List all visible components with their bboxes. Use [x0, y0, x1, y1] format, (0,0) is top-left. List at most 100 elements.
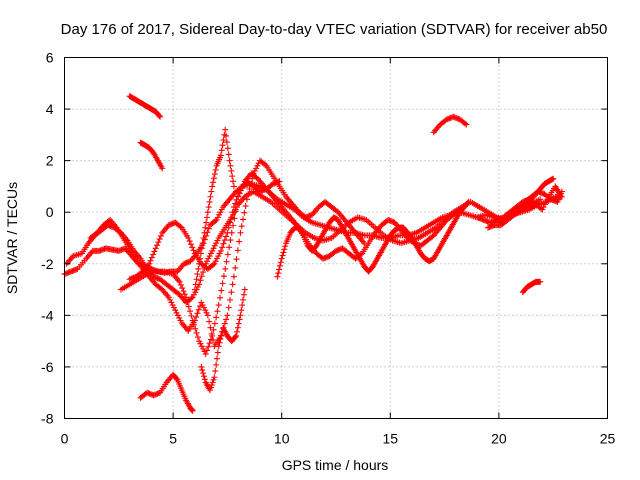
x-tick-labels: 0 5 10 15 20 25 [61, 431, 616, 447]
data-point [207, 387, 214, 394]
data-point [207, 384, 214, 391]
y-tick-label: 2 [46, 153, 54, 169]
data-point [234, 193, 241, 200]
data-point [222, 265, 229, 272]
data-point [225, 304, 232, 311]
data-point [211, 374, 218, 381]
y-tick-label: 6 [46, 50, 54, 66]
data-point [223, 139, 230, 146]
data-point [227, 162, 234, 169]
data-point [210, 261, 217, 268]
data-point [276, 262, 283, 269]
data-point [147, 257, 154, 264]
data-point [238, 223, 245, 230]
series-track-15 [198, 286, 248, 394]
data-point [245, 191, 252, 198]
y-tick-label: -6 [41, 359, 54, 375]
data-point [194, 271, 201, 278]
data-point [214, 349, 221, 356]
data-point [217, 294, 224, 301]
data-point [232, 264, 239, 271]
data-point [188, 295, 195, 302]
data-point [207, 193, 214, 200]
series-track-9 [495, 188, 565, 226]
data-point [200, 235, 207, 241]
data-point [249, 175, 256, 182]
data-point [218, 287, 225, 294]
data-point [233, 332, 240, 339]
data-point [197, 303, 204, 310]
data-point [156, 112, 163, 119]
data-point [213, 216, 220, 223]
data-point [202, 224, 209, 231]
data-point [223, 258, 230, 265]
chart-title: Day 176 of 2017, Sidereal Day-to-day VTE… [61, 21, 608, 38]
data-point [224, 145, 231, 152]
data-point [539, 206, 546, 213]
x-tick-label: 15 [383, 431, 399, 447]
data-point [537, 196, 544, 203]
data-point [543, 198, 550, 205]
data-point [541, 201, 548, 208]
data-point [236, 238, 243, 245]
y-tick-label: 0 [46, 204, 54, 220]
data-point [239, 302, 246, 309]
y-tick-label: -4 [41, 307, 54, 323]
data-point [212, 368, 219, 375]
data-point [203, 258, 210, 265]
data-point [429, 233, 436, 240]
data-point [219, 142, 226, 149]
data-point [176, 278, 183, 285]
data-point [159, 165, 166, 172]
data-point [173, 309, 180, 316]
data-point [195, 265, 202, 272]
data-point [203, 214, 210, 221]
data-point [275, 270, 282, 277]
data-point [201, 376, 208, 383]
data-point [217, 336, 224, 343]
data-point [168, 299, 175, 306]
data-point [234, 247, 241, 254]
data-point [230, 178, 237, 185]
series-track-10 [126, 93, 164, 120]
data-point [227, 296, 234, 303]
data-point [213, 355, 220, 362]
data-point [558, 188, 565, 195]
data-point [187, 308, 194, 315]
y-axis-label: SDTVAR / TECUs [4, 182, 20, 294]
x-tick-label: 25 [600, 431, 616, 447]
series-track-2 [63, 188, 544, 306]
data-point [212, 166, 219, 173]
data-point [213, 361, 220, 368]
data-point [215, 302, 222, 309]
data-point [212, 258, 219, 265]
data-point [165, 294, 172, 301]
data-point [179, 285, 186, 292]
data-point [205, 225, 212, 232]
data-point [208, 188, 215, 195]
data-point [220, 137, 227, 144]
data-point [550, 175, 557, 182]
data-point [198, 273, 205, 280]
data-point [138, 269, 145, 276]
data-point [190, 247, 197, 254]
data-point [464, 199, 471, 206]
data-point [198, 343, 205, 350]
data-point [189, 244, 196, 251]
data-point [198, 245, 205, 252]
data-point [196, 260, 203, 267]
series-track-11 [137, 139, 166, 172]
data-point [189, 294, 196, 301]
data-point [193, 313, 200, 320]
y-tick-label: 4 [46, 101, 54, 117]
data-point [156, 236, 163, 243]
data-point [240, 291, 247, 298]
data-point [229, 209, 236, 216]
data-point [277, 259, 284, 266]
data-point [213, 255, 220, 262]
data-point [230, 183, 237, 190]
data-point [199, 367, 206, 374]
x-tick-label: 0 [61, 431, 69, 447]
data-point [180, 288, 187, 295]
data-point [157, 113, 164, 120]
